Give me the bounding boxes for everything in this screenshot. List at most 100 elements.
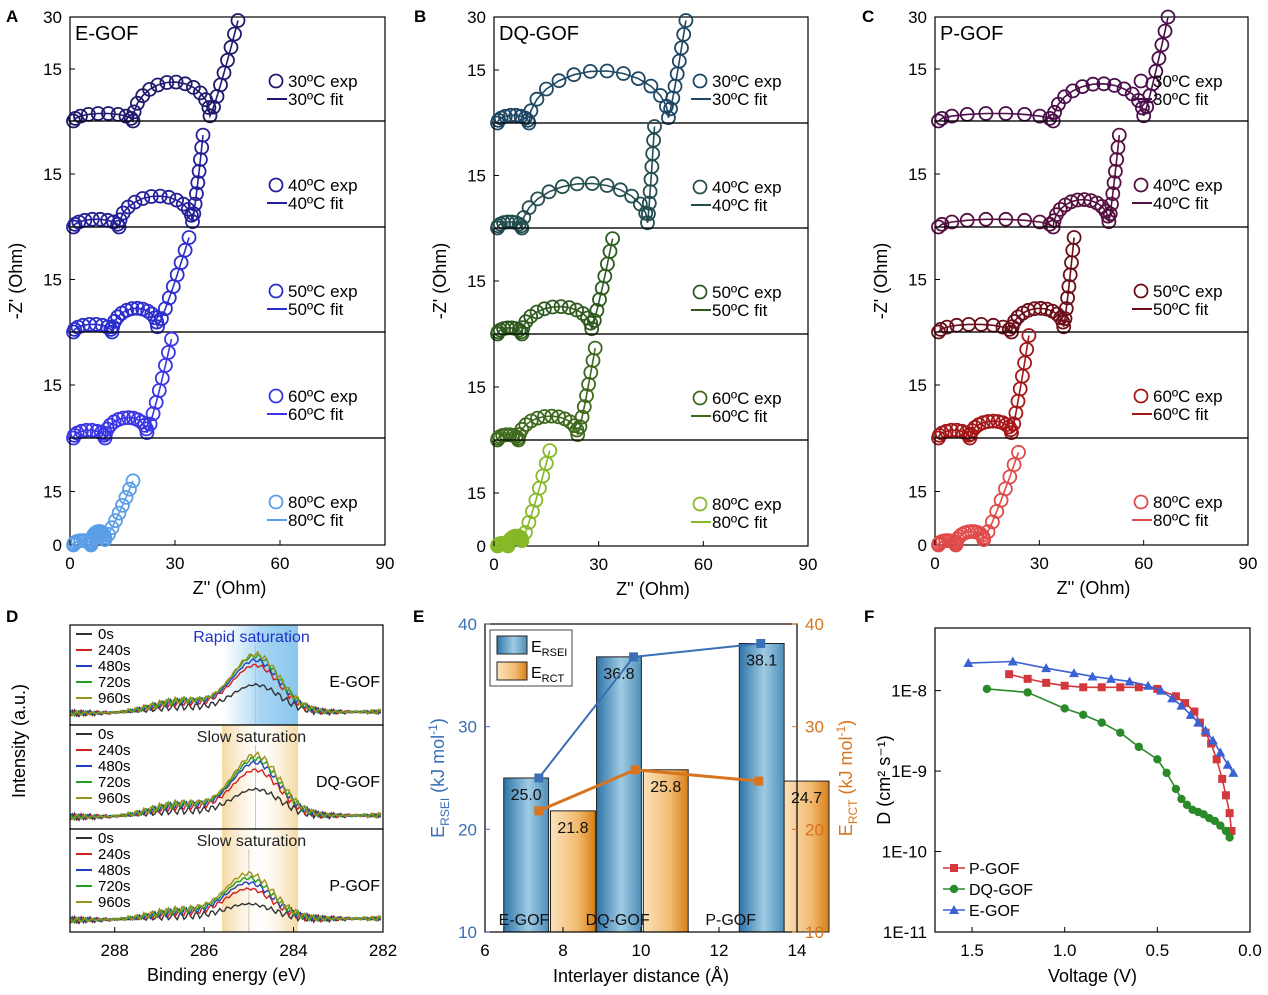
saturation-annotation: Slow saturation: [197, 729, 306, 746]
exp-point: [523, 103, 539, 119]
exp-point: [1102, 206, 1118, 222]
x-tick-label: 1.5: [960, 941, 984, 960]
y-tick-label: 0: [477, 537, 486, 556]
legend-marker-exp: [692, 73, 708, 89]
x-tick-label: 286: [190, 941, 218, 960]
y-tick-label: 15: [908, 60, 927, 79]
data-point-E-GOF: [1176, 700, 1187, 710]
legend-marker-exp: [692, 390, 708, 406]
exp-point: [123, 111, 139, 126]
legend-label-fit: 30ºC fit: [288, 90, 344, 109]
data-point-E-GOF: [1087, 671, 1098, 681]
panel-e: E25.021.8E-GOF36.825.8DQ-GOF38.124.7P-GO…: [413, 607, 860, 986]
ersei-point: [629, 652, 639, 662]
fit-line: [937, 335, 1030, 442]
exp-point: [150, 319, 165, 335]
bar-label-ersei: 38.1: [746, 653, 777, 670]
legend-marker-exp: [268, 283, 284, 299]
exp-point: [195, 127, 211, 143]
legend-marker-exp: [268, 73, 284, 89]
sample-label: E-GOF: [329, 674, 380, 691]
data-point-P-GOF: [1097, 683, 1106, 692]
exp-point: [1058, 301, 1074, 317]
exp-point: [206, 99, 221, 115]
y-tick-label: 15: [908, 165, 927, 184]
legend-label-fit: 30ºC fit: [712, 90, 768, 109]
data-point-P-GOF: [1023, 674, 1032, 683]
exp-point: [104, 520, 120, 536]
fit-line: [72, 338, 173, 439]
exp-point: [1075, 79, 1090, 94]
sample-label: DQ-GOF: [316, 774, 380, 791]
exp-point: [143, 189, 159, 204]
exp-point: [980, 414, 996, 429]
y-axis-label-left: ERSEI (kJ mol-1): [426, 718, 452, 838]
exp-point: [949, 422, 965, 438]
exp-point: [127, 194, 143, 210]
bar-erct: [642, 769, 689, 933]
exp-point: [1085, 76, 1101, 92]
data-point-DQ-GOF: [1162, 768, 1171, 778]
data-point-E-GOF: [1215, 747, 1226, 757]
legend-label-fit: 60ºC fit: [288, 405, 344, 424]
data-point-P-GOF: [1116, 683, 1125, 692]
exp-point: [582, 64, 598, 79]
exp-point: [115, 497, 130, 513]
category-label: P-GOF: [705, 912, 756, 929]
legend-swatch-ersei: [496, 635, 528, 655]
exp-point: [1006, 416, 1022, 432]
exp-point: [112, 212, 128, 228]
erct-point: [534, 806, 544, 816]
exp-point: [574, 409, 590, 425]
fit-line: [496, 126, 656, 229]
legend-label: 0s: [98, 726, 114, 743]
y-tick-label: 30: [43, 8, 62, 27]
exp-point: [186, 206, 202, 222]
exp-point: [553, 299, 569, 315]
exp-point: [676, 27, 692, 42]
exp-point: [1107, 78, 1122, 93]
exp-point: [980, 524, 996, 540]
x-tick-label: 60: [694, 555, 713, 574]
exp-point: [159, 75, 175, 90]
x-tick-label: 12: [710, 941, 729, 960]
exp-point: [149, 314, 165, 330]
x-tick-label: 6: [480, 941, 489, 960]
legend-label: 240s: [98, 846, 131, 863]
exp-point: [108, 513, 123, 528]
exp-point: [944, 214, 960, 230]
subplot-frame: [69, 828, 384, 933]
exp-point: [118, 489, 134, 505]
exp-point: [514, 533, 530, 549]
y-tick-label-right: 40: [805, 615, 824, 634]
exp-point: [663, 101, 678, 117]
exp-point: [124, 301, 140, 317]
bar-label-erct: 21.8: [557, 820, 588, 837]
x-tick-label: 1.0: [1053, 941, 1077, 960]
exp-point: [164, 331, 179, 347]
data-point-E-GOF: [1200, 725, 1211, 735]
legend-label: 480s: [98, 862, 131, 879]
exp-point: [1019, 341, 1035, 357]
x-tick-label: 30: [589, 555, 608, 574]
y-tick-label: 1E-11: [883, 923, 927, 942]
exp-point: [122, 481, 137, 497]
data-point-P-GOF: [1005, 670, 1014, 679]
legend-marker-exp: [692, 496, 708, 512]
category-label: DQ-GOF: [586, 912, 650, 929]
exp-point: [191, 163, 207, 179]
legend-label-fit: 80ºC fit: [288, 511, 344, 530]
saturation-band: [222, 725, 299, 829]
y-tick-label: 15: [908, 483, 927, 502]
legend-label-fit: 40ºC fit: [1153, 194, 1209, 213]
data-point-P-GOF: [1079, 683, 1088, 692]
category-label: E-GOF: [499, 912, 550, 929]
exp-point: [503, 107, 518, 123]
